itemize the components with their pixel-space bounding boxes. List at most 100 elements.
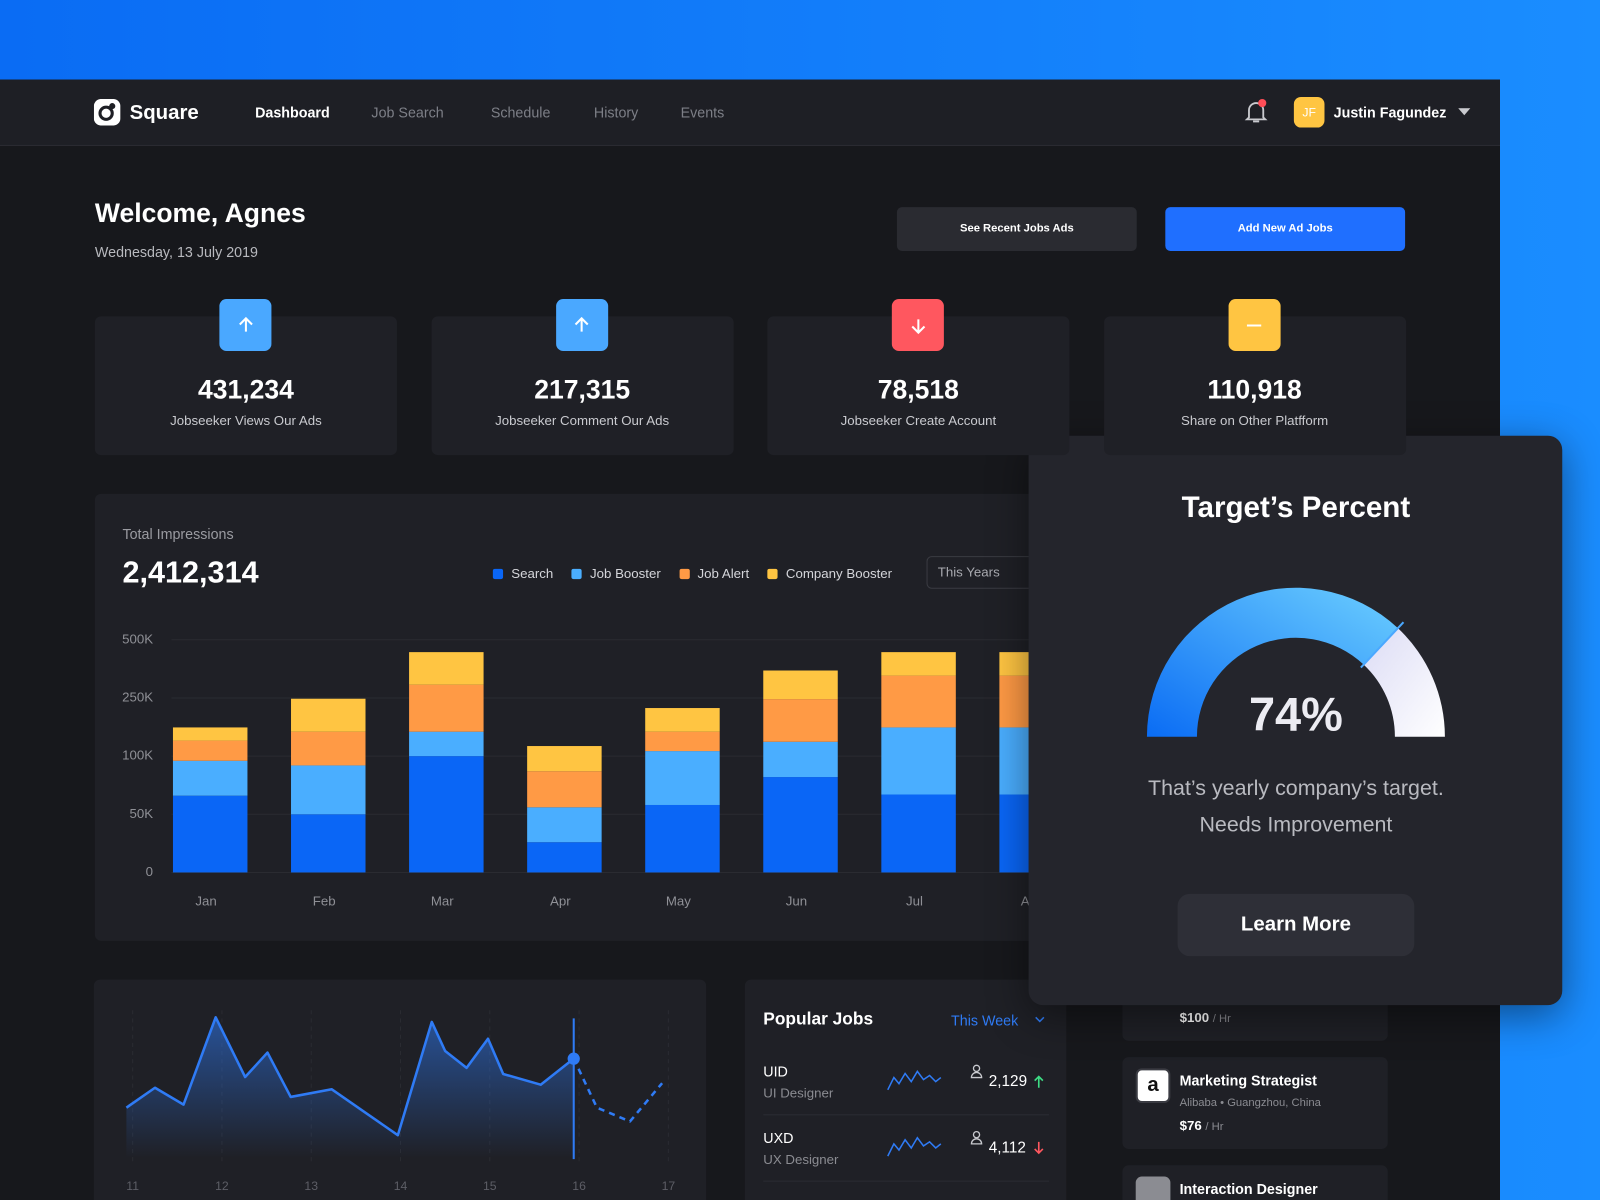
gauge-fill: [1146, 587, 1398, 737]
job-role: UX Designer: [763, 1151, 839, 1167]
trend-arrow: [1034, 1141, 1044, 1155]
legend-swatch: [767, 568, 778, 579]
popup-title: Target’s Percent: [1181, 491, 1411, 524]
bar-segment: [527, 842, 602, 873]
y-tick-label: 250K: [122, 689, 153, 704]
bar-segment: [172, 740, 248, 761]
trend-arrow: [1034, 1075, 1044, 1088]
bar-segment: [763, 777, 838, 873]
bar-segment: [291, 698, 366, 732]
x-tick-label: 13: [304, 1179, 318, 1193]
bar-segment: [763, 670, 838, 700]
x-tick-label: 11: [126, 1179, 139, 1193]
stat-label: Jobseeker Create Account: [840, 412, 997, 429]
bar-segment: [645, 804, 720, 873]
rate: $76 / Hr: [1180, 1118, 1224, 1133]
legend-label: Search: [511, 565, 554, 582]
y-tick-label: 100K: [122, 748, 153, 763]
x-tick-label: 16: [572, 1179, 586, 1193]
learn-more-button[interactable]: Learn More: [1177, 893, 1415, 957]
popular-jobs-card: [744, 979, 1067, 1200]
x-tick-label: Feb: [313, 894, 336, 909]
popular-jobs-title: Popular Jobs: [763, 1009, 874, 1029]
bar-segment: [172, 760, 248, 796]
company-logo: [1135, 1176, 1171, 1200]
legend-swatch: [679, 568, 690, 579]
bar-segment: [645, 731, 720, 752]
bell-icon[interactable]: [1244, 98, 1268, 125]
job-role: UI Designer: [763, 1085, 834, 1101]
company-logo: a: [1135, 1068, 1171, 1104]
stat-label: Jobseeker Views Our Ads: [170, 412, 322, 429]
bar-segment: [527, 771, 602, 808]
week-filter[interactable]: This Week: [951, 1012, 1019, 1029]
x-tick-label: Jun: [786, 894, 807, 909]
y-tick-label: 50K: [129, 806, 153, 821]
bar-segment: [881, 652, 956, 676]
rate-value: $76: [1179, 1117, 1202, 1134]
bar-segment: [881, 727, 956, 795]
bar-segment: [291, 731, 366, 766]
job-code: UXD: [763, 1129, 794, 1146]
x-tick-label: Jan: [195, 894, 216, 909]
nav-link[interactable]: Events: [680, 104, 725, 121]
y-tick-label: 0: [146, 864, 153, 879]
job-code: UID: [763, 1063, 788, 1080]
area: [126, 1017, 574, 1159]
stat-value: 217,315: [534, 373, 631, 405]
bar-segment: [527, 746, 602, 772]
avatar[interactable]: JF: [1293, 96, 1325, 128]
stat-arrow: [238, 316, 253, 332]
bar-segment: [763, 699, 838, 742]
line: [125, 1016, 575, 1137]
legend-label: Company Booster: [785, 565, 893, 582]
x-tick-label: 12: [215, 1179, 229, 1193]
week-caret[interactable]: [1035, 1016, 1045, 1024]
impressions-title: Total Impressions: [122, 525, 234, 542]
bar-segment: [881, 675, 956, 728]
gauge-track: [1363, 628, 1445, 737]
stat-value: 431,234: [197, 373, 294, 405]
rate-value: $100: [1179, 1009, 1210, 1025]
recent-ads-button[interactable]: See Recent Jobs Ads: [896, 207, 1137, 252]
x-tick-label: Mar: [431, 894, 454, 909]
stat-value: 110,918: [1207, 373, 1302, 405]
stat-arrow: [574, 316, 589, 332]
x-tick-label: Jul: [906, 894, 923, 909]
bar-segment: [763, 741, 838, 778]
nav-link[interactable]: Schedule: [490, 104, 551, 121]
legend-item: Job Booster: [571, 566, 661, 581]
impressions-total: 2,412,314: [122, 556, 259, 590]
divider: [763, 1180, 1049, 1182]
gauge: [1146, 587, 1445, 737]
legend-item: Company Booster: [767, 565, 893, 582]
nav-link[interactable]: Dashboard: [255, 104, 330, 121]
rate-unit: / Hr: [1212, 1012, 1231, 1025]
x-tick-label: 14: [394, 1179, 408, 1193]
gauge-marker: [1360, 621, 1405, 669]
logo: [93, 98, 121, 126]
job-company: Alibaba • Guangzhou, China: [1179, 1096, 1321, 1110]
divider: [763, 1114, 1049, 1116]
legend: Search Job Booster Job Alert Company Booste…: [492, 565, 893, 582]
bar-segment: [291, 814, 366, 873]
nav-link[interactable]: Job Search: [371, 104, 444, 121]
bar-segment: [645, 708, 720, 732]
job-title: Interaction Designer: [1179, 1180, 1318, 1197]
user-caret[interactable]: [1458, 108, 1471, 116]
caption: That’s yearly company’s target.: [1148, 776, 1444, 800]
rate: $100 / Hr: [1180, 1010, 1231, 1025]
user-name[interactable]: Justin Fagundez: [1333, 104, 1447, 121]
add-ad-button[interactable]: Add New Ad Jobs: [1165, 207, 1406, 252]
sparkline: [887, 1070, 942, 1091]
x-tick-label: 17: [662, 1179, 676, 1193]
highlight-point: [567, 1052, 580, 1065]
x-tick-label: Apr: [550, 894, 571, 909]
job-title: Marketing Strategist: [1179, 1072, 1317, 1089]
caption: Needs Improvement: [1199, 813, 1393, 837]
nav-link[interactable]: History: [593, 104, 639, 121]
bar-segment: [291, 765, 366, 815]
legend-swatch: [571, 568, 582, 579]
legend-item: Job Alert: [679, 566, 749, 581]
